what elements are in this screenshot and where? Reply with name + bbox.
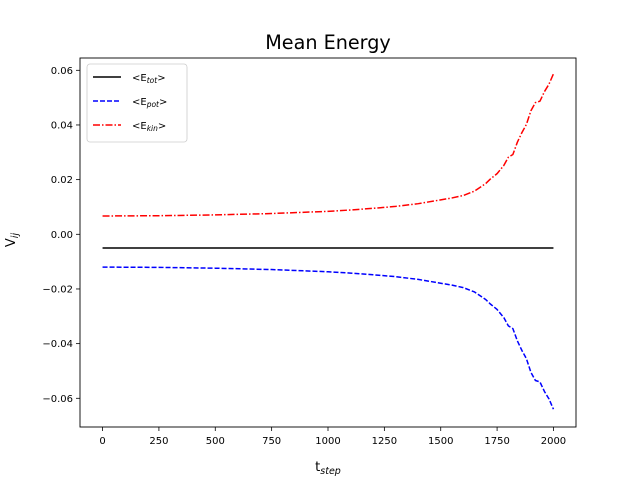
x-tick-label: 2000 bbox=[541, 436, 566, 447]
series-line-pot bbox=[102, 266, 555, 410]
legend: <Etot><Epot><Ekin> bbox=[86, 63, 188, 143]
legend-label-tot: <Etot> bbox=[132, 73, 166, 85]
y-axis-label-base: V bbox=[4, 238, 19, 247]
x-tick-label: 1500 bbox=[428, 436, 453, 447]
legend-label-sub: kin bbox=[147, 124, 158, 133]
y-tick-label: −0.02 bbox=[42, 285, 73, 296]
x-tick-label: 500 bbox=[206, 436, 225, 447]
legend-label-pre: <E bbox=[132, 121, 147, 132]
chart-title: Mean Energy bbox=[265, 31, 391, 54]
x-axis: 0 250 500 750 1000 1250 1500 1750 2000 bbox=[99, 427, 566, 447]
x-tick-label: 750 bbox=[262, 436, 281, 447]
x-axis-label: tstep bbox=[315, 460, 341, 477]
series-lines bbox=[102, 73, 555, 410]
y-tick-label: −0.06 bbox=[42, 394, 73, 405]
legend-label-post: > bbox=[158, 121, 166, 132]
legend-box bbox=[86, 63, 188, 143]
x-tick-label: 1000 bbox=[315, 436, 340, 447]
legend-label-sub: tot bbox=[147, 76, 159, 85]
legend-label-sub: pot bbox=[146, 100, 160, 109]
y-tick-label: 0.04 bbox=[51, 121, 73, 132]
legend-entries: <Etot><Epot><Ekin> bbox=[93, 73, 167, 133]
y-axis-label-sub: ij bbox=[10, 233, 21, 239]
x-tick-label: 1250 bbox=[372, 436, 397, 447]
x-tick-label: 0 bbox=[99, 436, 105, 447]
y-tick-label: 0.06 bbox=[51, 66, 73, 77]
series-line-kin bbox=[102, 73, 555, 217]
legend-label-pre: <E bbox=[132, 97, 147, 108]
legend-label-kin: <Ekin> bbox=[132, 121, 166, 133]
x-tick-label: 250 bbox=[149, 436, 168, 447]
plot-area: 0 250 500 750 1000 1250 1500 1750 2000 −0.06−0.0… bbox=[42, 57, 577, 447]
y-tick-label: 0.00 bbox=[51, 230, 73, 241]
y-axis-label: Vij bbox=[4, 233, 21, 248]
x-axis-label-sub: step bbox=[320, 466, 341, 477]
legend-label-post: > bbox=[157, 73, 165, 84]
legend-label-post: > bbox=[159, 97, 167, 108]
x-tick-label: 1750 bbox=[484, 436, 509, 447]
x-axis-label-base: t bbox=[315, 460, 320, 475]
y-tick-label: −0.04 bbox=[42, 339, 73, 350]
y-axis: −0.06 −0.04 −0.02 0.00 0.02 0.04 0.06 bbox=[42, 66, 80, 405]
y-tick-label: 0.02 bbox=[51, 175, 73, 186]
legend-label-pre: <E bbox=[132, 73, 147, 84]
legend-label-pot: <Epot> bbox=[132, 97, 167, 109]
